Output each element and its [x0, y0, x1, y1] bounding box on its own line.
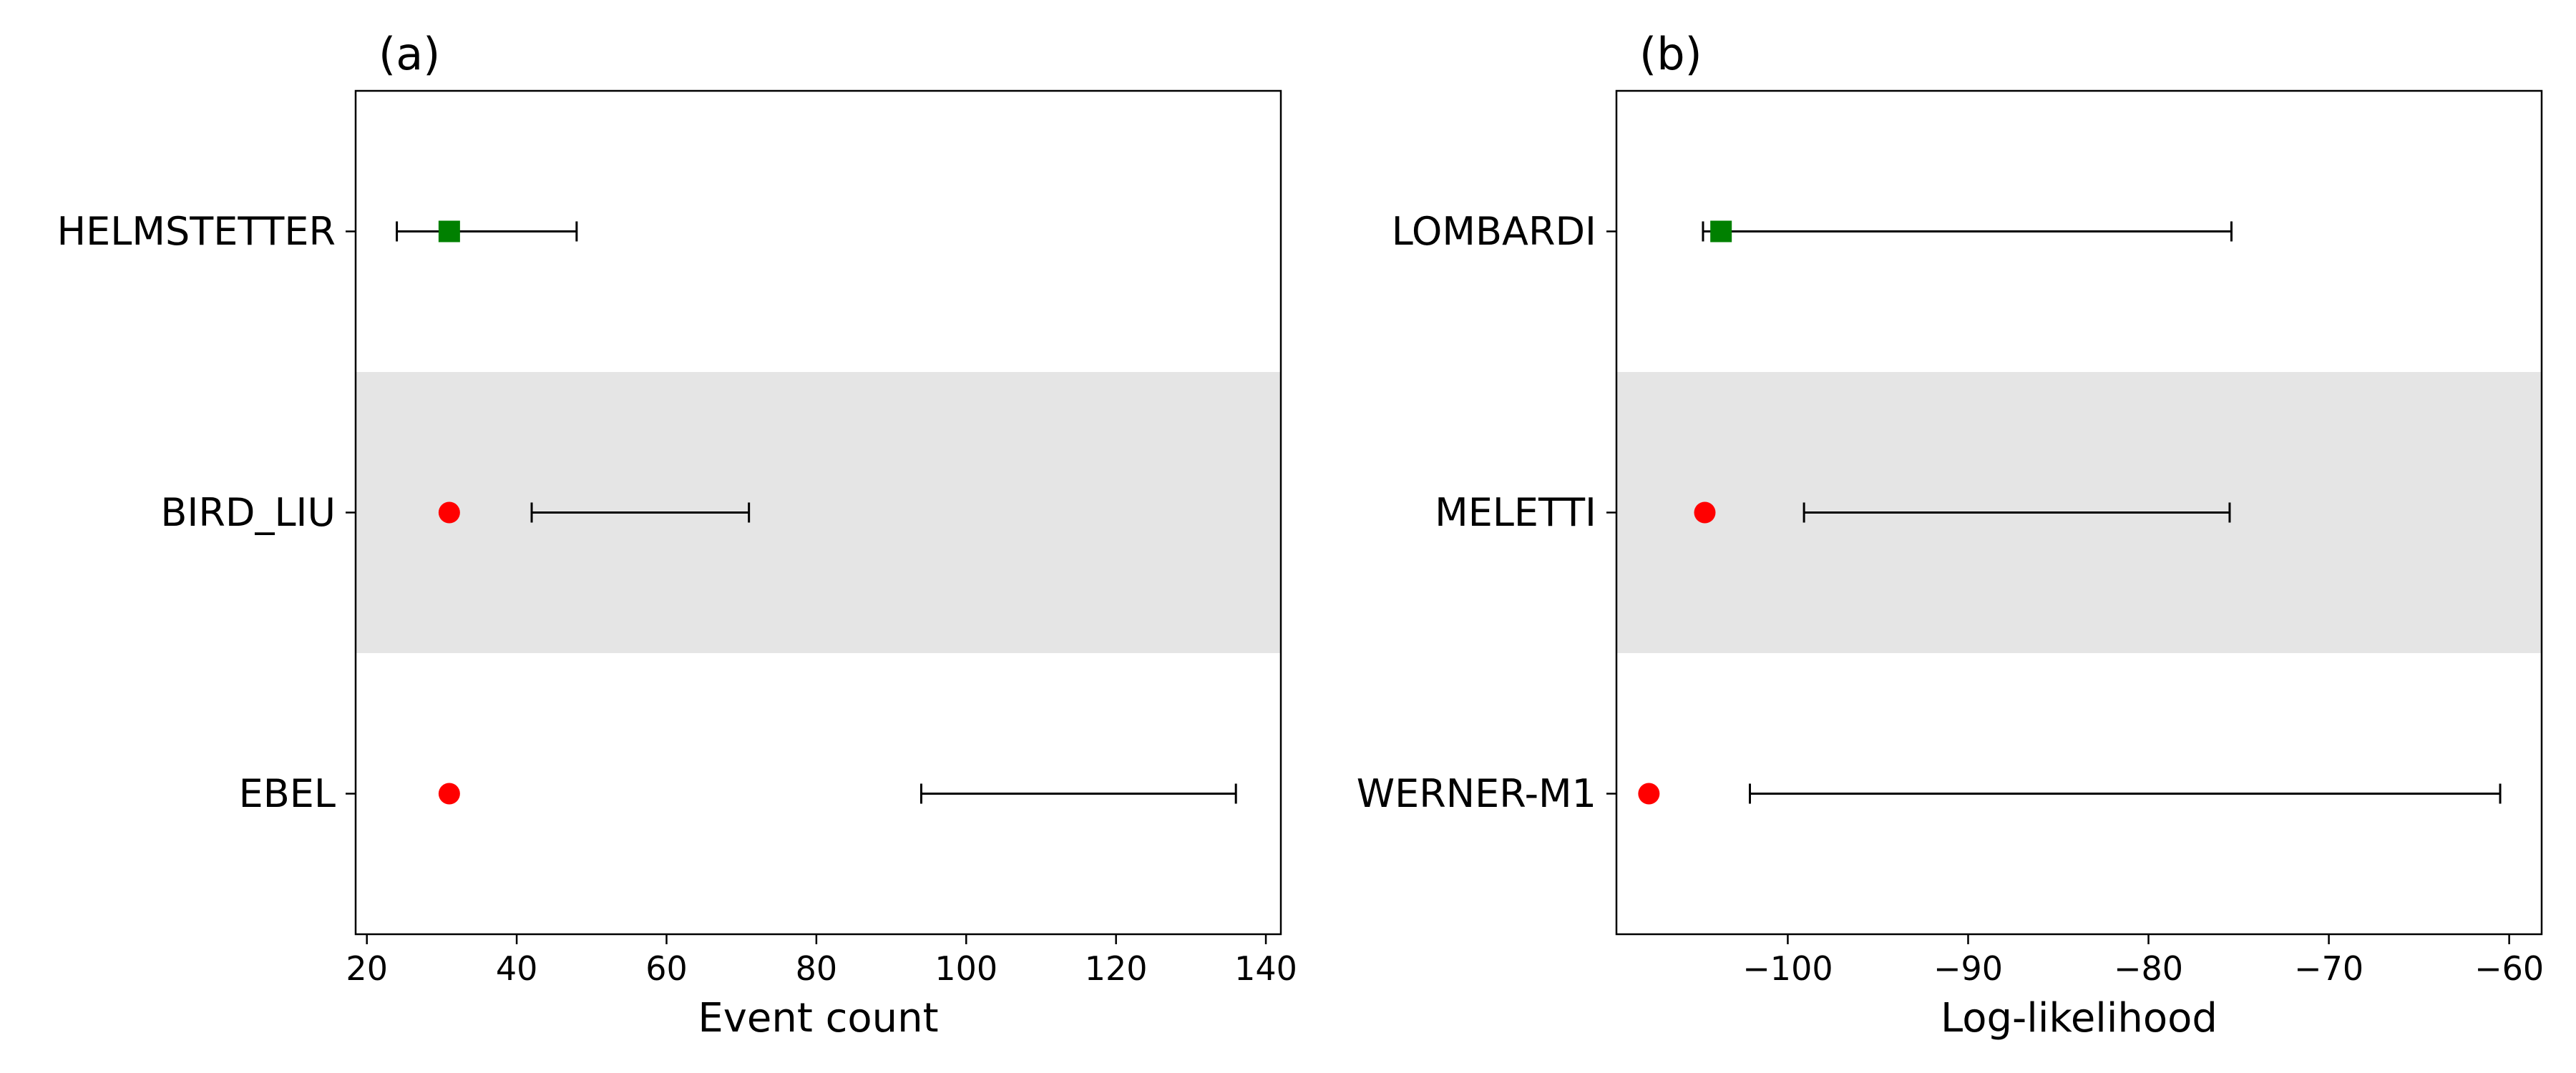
x-tick-label: −70 [2294, 949, 2363, 988]
chart-panel-b: (b) LOMBARDI MELETTI WERNER-M1 −100 −90 −80 −70… [1357, 28, 2544, 1042]
x-tick-label: 140 [1234, 949, 1297, 988]
x-tick-label: 120 [1085, 949, 1148, 988]
y-tick-label: HELMSTETTER [57, 209, 336, 254]
y-tick-label: WERNER-M1 [1357, 771, 1596, 816]
observed-marker-circle [438, 501, 460, 524]
panel-label: (a) [379, 28, 440, 80]
x-tick-label: −90 [1933, 949, 2003, 988]
chart-panel-a: (a) HELMSTETTER BIRD_LIU EBEL 20 40 60 80 100 120… [57, 28, 1297, 1042]
x-axis-label: Log-likelihood [1941, 995, 2218, 1042]
x-tick-label: 60 [645, 949, 688, 988]
x-tick-label: −80 [2114, 949, 2183, 988]
x-tick-label: −60 [2474, 949, 2544, 988]
x-axis-label: Event count [698, 995, 938, 1042]
x-tick-label: 20 [346, 949, 388, 988]
y-tick-label: MELETTI [1435, 490, 1596, 535]
x-tick-label: 80 [796, 949, 838, 988]
panel-label: (b) [1639, 28, 1702, 80]
x-tick-label: 100 [935, 949, 997, 988]
observed-marker-circle [1638, 783, 1660, 805]
y-tick-label: LOMBARDI [1392, 209, 1596, 254]
y-tick-label: BIRD_LIU [160, 490, 336, 535]
x-tick-label: −100 [1742, 949, 1833, 988]
observed-marker-square [1710, 220, 1732, 242]
shaded-row-band [356, 372, 1281, 653]
observed-marker-circle [1694, 501, 1716, 524]
observed-marker-circle [438, 783, 460, 805]
y-tick-label: EBEL [239, 771, 336, 816]
x-tick-label: 40 [496, 949, 538, 988]
observed-marker-square [438, 220, 460, 242]
